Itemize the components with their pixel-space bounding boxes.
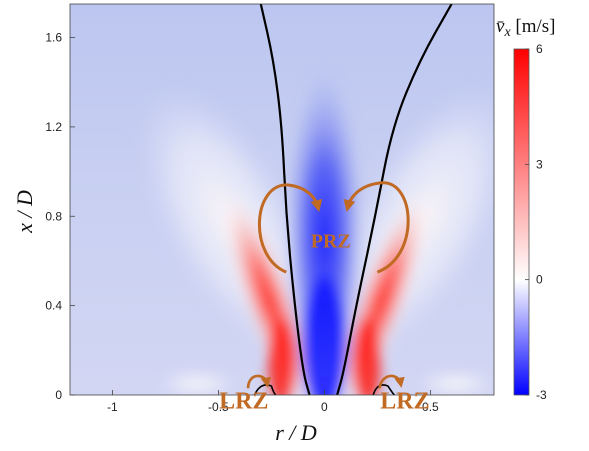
y-tick-label: 1.2 bbox=[45, 120, 62, 134]
region-label-prz: PRZ bbox=[311, 231, 351, 253]
colorbar-tick-label: -3 bbox=[536, 388, 547, 402]
halo-base-right bbox=[415, 369, 494, 395]
central-core-peak bbox=[302, 275, 347, 395]
central-core bbox=[284, 68, 365, 395]
y-tick-label: 0.8 bbox=[45, 209, 62, 223]
colorbar-title-symbol: v̄ bbox=[496, 16, 505, 37]
region-label-lrz: LRZ bbox=[219, 388, 268, 414]
field-structures bbox=[137, 68, 494, 395]
contour-right bbox=[336, 4, 453, 395]
contour-vortex-left bbox=[253, 384, 277, 395]
axes: -1 -0.5 0 0.5 0 0.4 0.8 1.2 1.6 r / D x / D bbox=[12, 3, 495, 445]
region-label-lrz: LRZ bbox=[380, 388, 429, 414]
lrz-arrow-left bbox=[246, 374, 272, 389]
x-tick-label: 0.5 bbox=[422, 400, 439, 414]
prz-arrow-left bbox=[257, 183, 323, 274]
colorbar-tick-label: 3 bbox=[536, 157, 543, 171]
prz-arrow-right bbox=[343, 181, 410, 274]
lrz-arrow-right bbox=[378, 374, 405, 389]
colorbar-title-subscript: x bbox=[503, 25, 511, 40]
x-tick-label: 0 bbox=[321, 400, 328, 414]
colorbar-tick-label: 0 bbox=[536, 273, 543, 287]
y-tick-label: 0 bbox=[55, 388, 62, 402]
annotations: PRZ LRZ LRZ bbox=[219, 181, 430, 414]
x-tick-label: -1 bbox=[107, 400, 118, 414]
contour-left bbox=[259, 4, 311, 395]
shear-peak-left bbox=[268, 317, 296, 395]
x-axis-label: r / D bbox=[275, 420, 317, 445]
y-axis-label: x / D bbox=[12, 190, 37, 234]
colorbar-scale bbox=[513, 48, 530, 396]
contour-vortex-right bbox=[372, 384, 395, 395]
colorbar: 6 3 0 -3 v̄x [m/s] bbox=[496, 16, 556, 402]
x-tick-label: -0.5 bbox=[208, 400, 229, 414]
colorbar-tick-label: 6 bbox=[536, 42, 543, 56]
halo-base-left bbox=[157, 369, 238, 395]
plot-frame bbox=[69, 3, 495, 396]
colorbar-title: v̄x [m/s] bbox=[496, 16, 556, 40]
y-tick-label: 0.4 bbox=[45, 299, 62, 313]
colorbar-title-unit: [m/s] bbox=[511, 16, 556, 37]
y-tick-label: 1.6 bbox=[45, 31, 62, 45]
shear-peak-right bbox=[352, 317, 381, 395]
plot-area bbox=[70, 4, 494, 395]
